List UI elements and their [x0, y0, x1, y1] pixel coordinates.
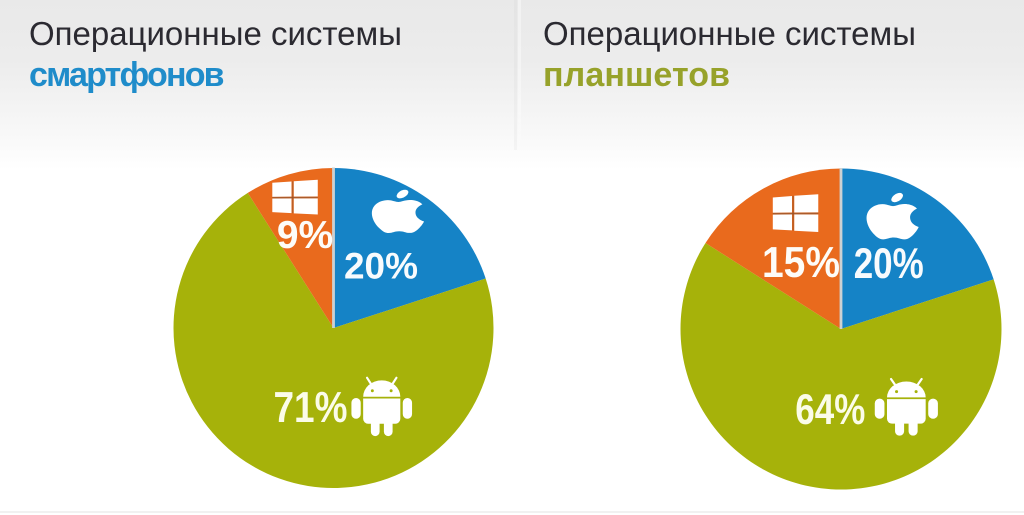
svg-text:15%: 15%: [762, 239, 840, 287]
svg-text:64%: 64%: [795, 386, 865, 434]
svg-text:71%: 71%: [274, 384, 348, 432]
svg-text:20%: 20%: [344, 246, 418, 287]
svg-text:20%: 20%: [854, 240, 924, 288]
svg-text:9%: 9%: [277, 214, 333, 257]
